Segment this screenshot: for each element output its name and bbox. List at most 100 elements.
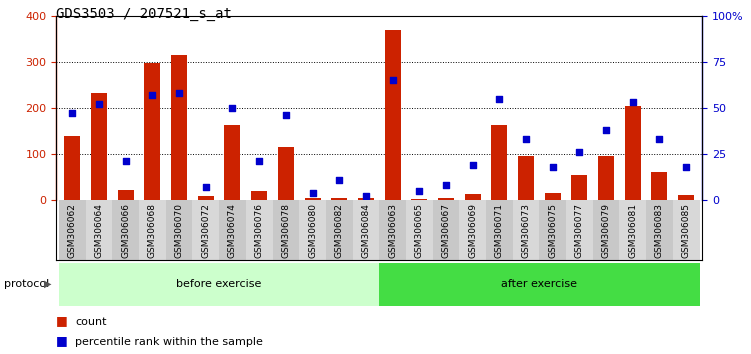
Text: GSM306084: GSM306084 bbox=[361, 203, 370, 258]
Text: GSM306078: GSM306078 bbox=[282, 203, 291, 258]
Point bbox=[413, 188, 425, 194]
Text: ▶: ▶ bbox=[44, 279, 51, 289]
Bar bbox=[593, 200, 620, 260]
Bar bbox=[118, 190, 134, 200]
Bar bbox=[86, 200, 113, 260]
Bar bbox=[566, 200, 593, 260]
Text: after exercise: after exercise bbox=[502, 279, 578, 289]
Text: GSM306069: GSM306069 bbox=[468, 203, 477, 258]
Bar bbox=[379, 200, 406, 260]
Point bbox=[280, 113, 292, 118]
Text: ■: ■ bbox=[56, 314, 68, 327]
Bar bbox=[225, 125, 240, 200]
Text: GSM306073: GSM306073 bbox=[521, 203, 530, 258]
Text: GSM306080: GSM306080 bbox=[308, 203, 317, 258]
Bar bbox=[352, 200, 379, 260]
Bar bbox=[412, 199, 427, 200]
Text: GSM306063: GSM306063 bbox=[388, 203, 397, 258]
Bar bbox=[166, 200, 192, 260]
Text: GSM306074: GSM306074 bbox=[228, 203, 237, 258]
Text: GSM306066: GSM306066 bbox=[121, 203, 130, 258]
Point bbox=[653, 136, 665, 142]
Bar bbox=[59, 263, 379, 306]
Point bbox=[227, 105, 239, 111]
Bar bbox=[139, 200, 166, 260]
Text: GSM306065: GSM306065 bbox=[415, 203, 424, 258]
Bar bbox=[379, 263, 699, 306]
Bar bbox=[246, 200, 273, 260]
Point bbox=[306, 190, 318, 195]
Text: GSM306064: GSM306064 bbox=[95, 203, 104, 258]
Point bbox=[119, 159, 131, 164]
Bar bbox=[113, 200, 139, 260]
Text: GSM306076: GSM306076 bbox=[255, 203, 264, 258]
Point bbox=[520, 136, 532, 142]
Point bbox=[627, 99, 639, 105]
Bar bbox=[544, 193, 561, 200]
Text: GSM306082: GSM306082 bbox=[335, 203, 344, 258]
Text: count: count bbox=[75, 318, 107, 327]
Bar bbox=[486, 200, 513, 260]
Bar bbox=[385, 30, 400, 200]
Point bbox=[600, 127, 612, 133]
Bar bbox=[465, 194, 481, 200]
Text: protocol: protocol bbox=[4, 279, 49, 289]
Bar bbox=[304, 198, 321, 200]
Text: percentile rank within the sample: percentile rank within the sample bbox=[75, 337, 263, 347]
Bar bbox=[646, 200, 673, 260]
Bar bbox=[513, 200, 539, 260]
Point bbox=[253, 159, 265, 164]
Bar bbox=[198, 196, 214, 200]
Bar bbox=[273, 200, 299, 260]
Point bbox=[333, 177, 345, 183]
Bar bbox=[491, 125, 508, 200]
Point bbox=[680, 164, 692, 170]
Text: GDS3503 / 207521_s_at: GDS3503 / 207521_s_at bbox=[56, 7, 232, 21]
Point bbox=[93, 102, 105, 107]
Bar bbox=[406, 200, 433, 260]
Bar bbox=[326, 200, 352, 260]
Point bbox=[66, 111, 78, 116]
Bar bbox=[299, 200, 326, 260]
Point bbox=[200, 184, 212, 190]
Point bbox=[387, 78, 399, 83]
Text: GSM306079: GSM306079 bbox=[602, 203, 611, 258]
Bar bbox=[651, 172, 668, 200]
Text: GSM306083: GSM306083 bbox=[655, 203, 664, 258]
Bar bbox=[65, 136, 80, 200]
Point bbox=[440, 182, 452, 188]
Bar bbox=[331, 198, 347, 200]
Point bbox=[360, 194, 372, 199]
Text: GSM306070: GSM306070 bbox=[174, 203, 183, 258]
Text: GSM306062: GSM306062 bbox=[68, 203, 77, 258]
Text: GSM306071: GSM306071 bbox=[495, 203, 504, 258]
Point bbox=[146, 92, 158, 98]
Bar bbox=[620, 200, 646, 260]
Bar bbox=[358, 198, 374, 200]
Bar bbox=[278, 147, 294, 200]
Bar bbox=[598, 156, 614, 200]
Bar bbox=[625, 105, 641, 200]
Point bbox=[466, 162, 478, 168]
Text: ■: ■ bbox=[56, 334, 68, 347]
Bar bbox=[433, 200, 460, 260]
Bar bbox=[438, 198, 454, 200]
Text: GSM306075: GSM306075 bbox=[548, 203, 557, 258]
Text: before exercise: before exercise bbox=[176, 279, 262, 289]
Point bbox=[547, 164, 559, 170]
Text: GSM306067: GSM306067 bbox=[442, 203, 451, 258]
Bar bbox=[673, 200, 699, 260]
Bar bbox=[518, 156, 534, 200]
Bar bbox=[539, 200, 566, 260]
Text: GSM306077: GSM306077 bbox=[575, 203, 584, 258]
Bar bbox=[678, 195, 694, 200]
Bar bbox=[59, 200, 86, 260]
Text: GSM306072: GSM306072 bbox=[201, 203, 210, 258]
Point bbox=[574, 149, 586, 155]
Bar bbox=[192, 200, 219, 260]
Bar bbox=[460, 200, 486, 260]
Point bbox=[173, 90, 185, 96]
Text: GSM306068: GSM306068 bbox=[148, 203, 157, 258]
Bar bbox=[572, 175, 587, 200]
Text: GSM306085: GSM306085 bbox=[682, 203, 691, 258]
